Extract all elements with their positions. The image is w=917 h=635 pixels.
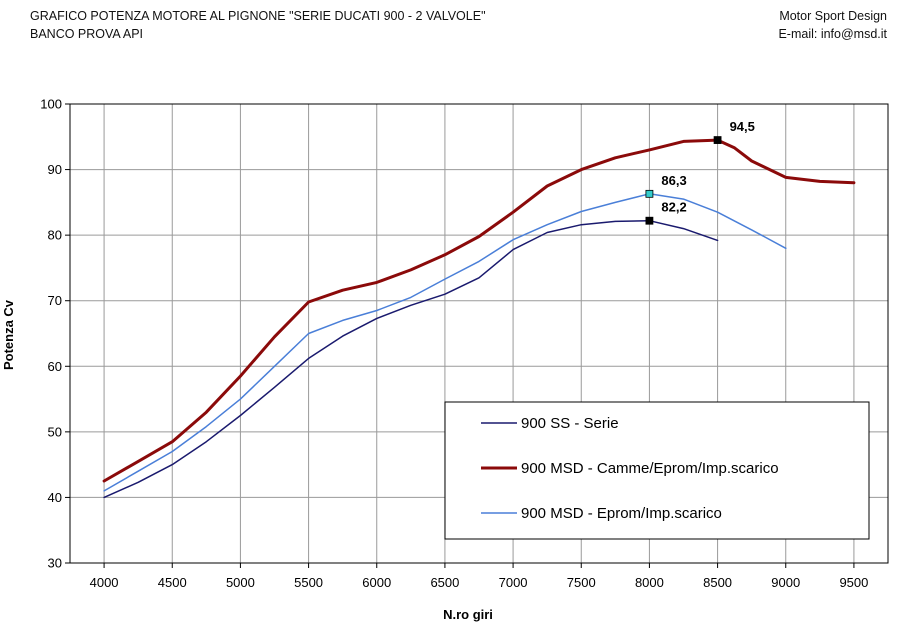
y-tick-label: 70 — [48, 293, 62, 308]
peak-value-label: 86,3 — [661, 173, 686, 188]
y-tick-label: 40 — [48, 490, 62, 505]
y-tick-label: 50 — [48, 424, 62, 439]
legend: 900 SS - Serie 900 MSD - Camme/Eprom/Imp.… — [444, 401, 870, 540]
peak-marker — [645, 216, 654, 225]
peak-value-label: 82,2 — [661, 200, 686, 215]
x-tick-label: 9500 — [839, 575, 868, 590]
x-tick-label: 4000 — [90, 575, 119, 590]
legend-box — [444, 401, 870, 540]
peak-marker — [645, 189, 654, 198]
x-tick-label: 6000 — [362, 575, 391, 590]
y-tick-label: 80 — [48, 228, 62, 243]
plot-border — [69, 103, 889, 564]
x-tick-label: 8500 — [703, 575, 732, 590]
x-tick-label: 7000 — [499, 575, 528, 590]
plot-frame — [69, 103, 889, 564]
x-tick-label: 6500 — [430, 575, 459, 590]
chart-header-left: GRAFICO POTENZA MOTORE AL PIGNONE "SERIE… — [30, 7, 486, 43]
x-tick-label: 5500 — [294, 575, 323, 590]
chart-title: GRAFICO POTENZA MOTORE AL PIGNONE "SERIE… — [30, 9, 486, 23]
legend-entry: 900 MSD - Camme/Eprom/Imp.scarico — [521, 460, 779, 477]
peak-value-label: 94,5 — [730, 119, 755, 134]
y-axis-title: Potenza Cv — [1, 299, 16, 370]
y-tick-label: 100 — [40, 97, 62, 112]
legend-entry: 900 MSD - Eprom/Imp.scarico — [521, 505, 722, 522]
legend-entry: 900 SS - Serie — [521, 415, 619, 432]
x-axis-title: N.ro giri — [443, 607, 493, 622]
x-tick-label: 5000 — [226, 575, 255, 590]
company-name: Motor Sport Design — [779, 9, 887, 23]
chart-header-right: Motor Sport Design E-mail: info@msd.it — [778, 7, 887, 43]
y-tick-label: 30 — [48, 556, 62, 571]
series-lines — [102, 138, 856, 499]
x-axis-ticks: 4000 4500 5000 5500 6000 6500 7000 7500 8000 8500… — [90, 563, 868, 590]
y-tick-label: 60 — [48, 359, 62, 374]
peak-annotations: 94,5 86,3 82,2 — [645, 119, 755, 225]
chart-subtitle: BANCO PROVA API — [30, 27, 144, 41]
series-line-3 — [103, 193, 787, 492]
company-email: E-mail: info@msd.it — [778, 27, 887, 41]
series-line-2 — [102, 138, 856, 483]
y-tick-label: 90 — [48, 162, 62, 177]
x-tick-label: 8000 — [635, 575, 664, 590]
peak-marker — [713, 136, 722, 144]
x-tick-label: 7500 — [567, 575, 596, 590]
x-tick-label: 9000 — [771, 575, 800, 590]
y-axis-ticks: 30 40 50 60 70 80 90 100 — [40, 97, 70, 571]
x-tick-label: 4500 — [158, 575, 187, 590]
series-line-1 — [103, 219, 719, 499]
